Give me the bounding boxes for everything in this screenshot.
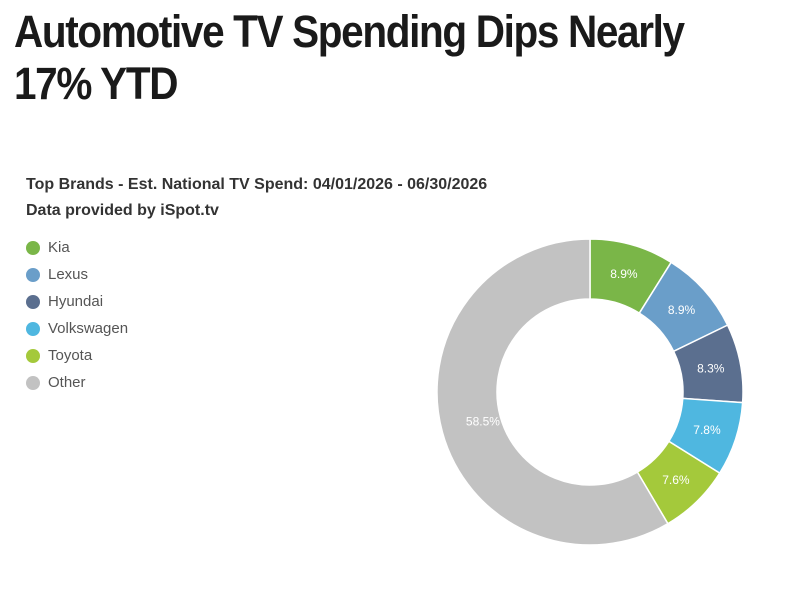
slice-label-lexus: 8.9%	[668, 303, 696, 317]
slice-label-other: 58.5%	[466, 414, 500, 428]
legend-item-hyundai[interactable]: Hyundai	[26, 288, 128, 315]
legend-label: Other	[48, 374, 86, 391]
legend-label: Lexus	[48, 266, 89, 283]
legend-label: Kia	[48, 239, 70, 256]
legend-swatch	[26, 240, 40, 255]
legend-label: Toyota	[48, 347, 93, 364]
slice-label-kia: 8.9%	[610, 267, 638, 281]
legend-label: Volkswagen	[48, 320, 129, 337]
slice-label-hyundai: 8.3%	[697, 362, 725, 376]
legend-item-lexus[interactable]: Lexus	[26, 261, 128, 288]
chart-panel: Top Brands - Est. National TV Spend: 04/…	[0, 140, 800, 609]
legend-swatch	[26, 294, 40, 309]
legend-swatch	[26, 321, 40, 336]
legend-swatch	[26, 375, 40, 390]
legend-swatch	[26, 348, 40, 363]
donut-chart: 8.9% 8.9% 8.3% 7.8% 7.6% 58.5%	[436, 238, 744, 546]
legend-label: Hyundai	[48, 293, 104, 310]
slice-label-volkswagen: 7.8%	[693, 423, 721, 437]
slice-other[interactable]	[436, 238, 669, 546]
legend-item-toyota[interactable]: Toyota	[26, 342, 128, 369]
chart-legend: Kia Lexus Hyundai Volkswagen Toyota Othe…	[26, 234, 128, 396]
page-headline: Automotive TV Spending Dips Nearly 17% Y…	[14, 6, 685, 109]
legend-swatch	[26, 267, 40, 282]
legend-item-kia[interactable]: Kia	[26, 234, 128, 261]
chart-title: Top Brands - Est. National TV Spend: 04/…	[26, 176, 488, 193]
slice-label-toyota: 7.6%	[662, 473, 690, 487]
legend-item-volkswagen[interactable]: Volkswagen	[26, 315, 128, 342]
chart-subtitle: Data provided by iSpot.tv	[26, 202, 219, 219]
legend-item-other[interactable]: Other	[26, 369, 128, 396]
